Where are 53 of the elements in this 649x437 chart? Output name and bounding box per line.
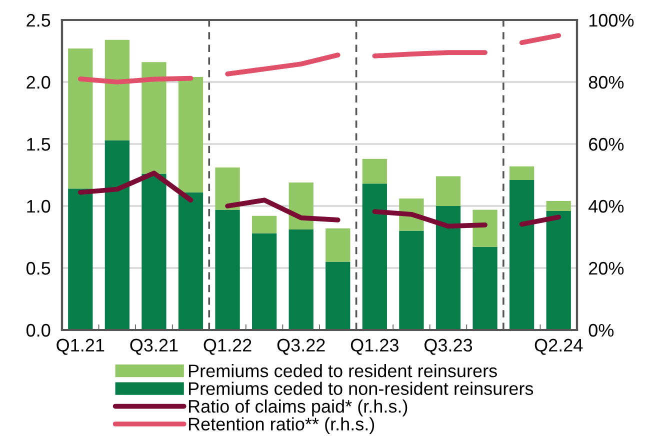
y-tick-label: 2.0 <box>26 76 50 89</box>
y2-tick-label: 40% <box>588 200 624 213</box>
legend-label: Ratio of claims paid* (r.h.s.) <box>188 399 408 416</box>
bar <box>68 188 93 330</box>
bar <box>436 206 461 330</box>
x-tick-label: Q3.21 <box>130 338 178 355</box>
x-tick-label: Q1.22 <box>204 338 252 355</box>
bar <box>472 246 498 330</box>
bar <box>178 192 204 330</box>
line-series <box>372 209 488 229</box>
bar <box>399 230 424 330</box>
y-tick-label: 2.5 <box>26 14 50 27</box>
bar <box>104 140 130 330</box>
bar <box>252 216 277 234</box>
y-tick-label: 0.0 <box>26 324 50 337</box>
x-tick-label: Q1.21 <box>56 338 104 355</box>
x-tick-label: Q3.22 <box>277 338 325 355</box>
bar <box>510 180 534 330</box>
y-tick-label: 0.5 <box>26 262 50 275</box>
y2-tick-label: 100% <box>589 14 634 27</box>
bar <box>178 77 204 192</box>
bar <box>546 201 571 211</box>
x-tick-label: Q2.24 <box>534 338 583 355</box>
bar <box>68 48 93 189</box>
bar <box>326 228 350 262</box>
bar <box>546 210 571 330</box>
line-series <box>225 198 340 222</box>
line-series <box>225 52 340 76</box>
y2-tick-label: 20% <box>589 262 624 275</box>
bar <box>288 230 314 330</box>
bar <box>510 166 534 180</box>
bar <box>215 210 240 330</box>
bar <box>326 262 350 330</box>
bar <box>142 174 166 330</box>
legend-label: Premiums ceded to non-resident reinsurers <box>188 382 534 396</box>
y-tick-label: 1.5 <box>27 138 50 151</box>
line-series <box>78 170 194 203</box>
x-tick-label: Q1.23 <box>350 338 398 355</box>
y2-tick-label: 80% <box>588 76 624 89</box>
y-tick-label: 1.0 <box>27 200 50 213</box>
bar <box>252 233 277 330</box>
bar <box>215 168 240 210</box>
y2-tick-label: 60% <box>589 138 624 151</box>
bar <box>362 158 387 184</box>
bar <box>104 40 130 140</box>
bar <box>142 62 166 174</box>
bar <box>472 210 498 247</box>
bar <box>362 184 387 330</box>
y2-tick-label: 0% <box>588 324 614 337</box>
legend-label: Retention ratio** (r.h.s.) <box>188 417 374 434</box>
bar <box>436 176 461 206</box>
legend-label: Premiums ceded to resident reinsurers <box>188 364 497 378</box>
x-tick-label: Q3.23 <box>424 338 472 355</box>
